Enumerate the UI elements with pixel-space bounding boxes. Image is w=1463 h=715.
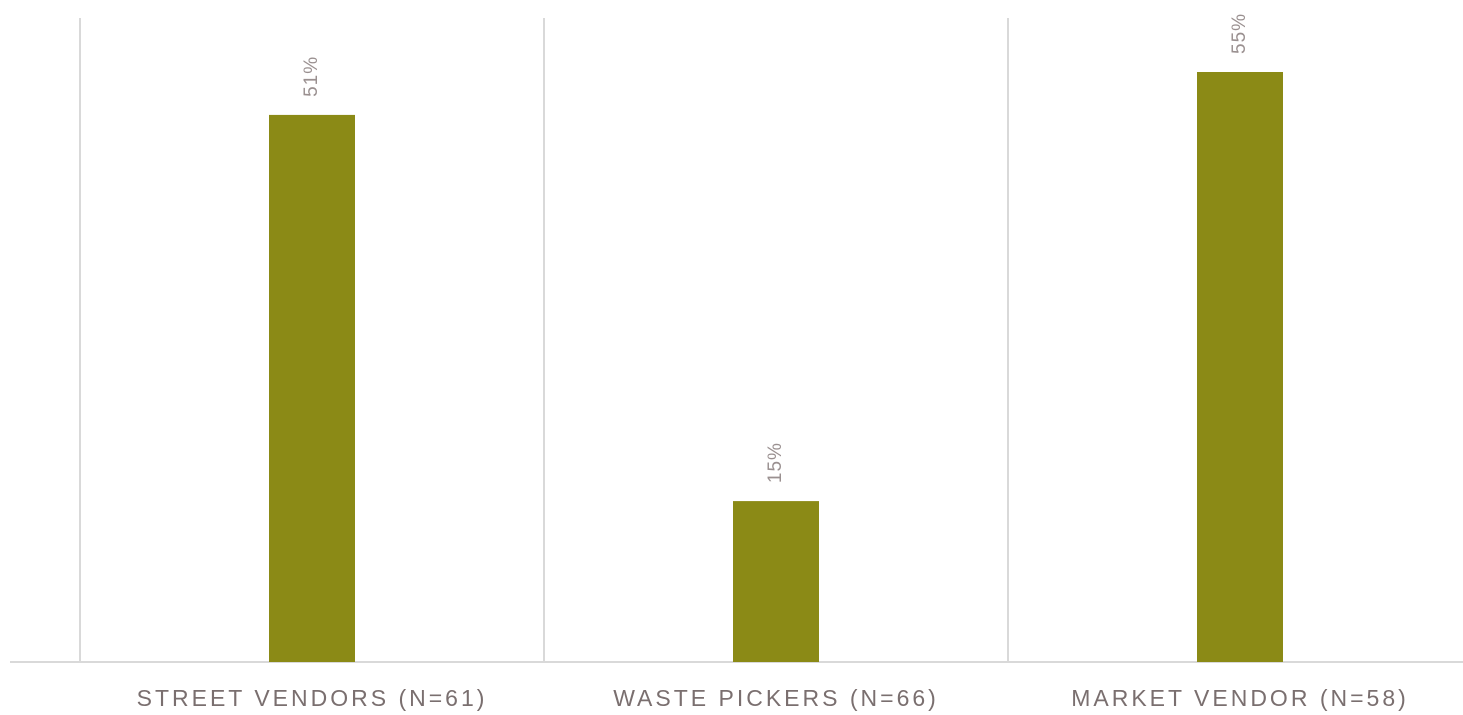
x-tick-label-2: WASTE PICKERS (N=66) <box>613 685 939 711</box>
data-label-3: 55% <box>1229 13 1250 54</box>
x-tick-label-3: MARKET VENDOR (N=58) <box>1071 685 1409 711</box>
bar-2 <box>733 501 819 662</box>
x-tick-label-1: STREET VENDORS (N=61) <box>137 685 488 711</box>
bar-1 <box>269 114 355 663</box>
data-label-2: 15% <box>765 442 786 483</box>
data-label-1: 51% <box>301 56 322 97</box>
bar-3 <box>1197 72 1283 662</box>
